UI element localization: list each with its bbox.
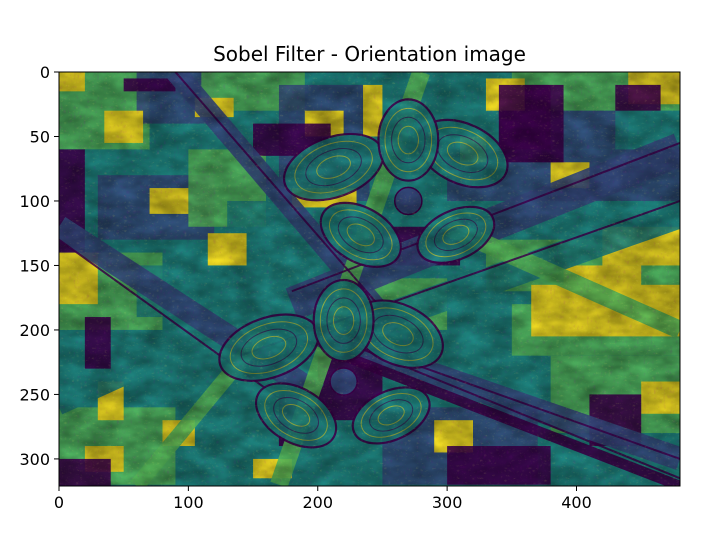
y-tick-label: 300: [19, 450, 50, 469]
orientation-image: [59, 72, 680, 486]
chart-title: Sobel Filter - Orientation image: [213, 42, 526, 66]
texture-grain-dark: [59, 72, 680, 486]
x-tick-label: 200: [302, 493, 333, 512]
y-tick-label: 100: [19, 192, 50, 211]
x-tick-label: 100: [173, 493, 204, 512]
axes-frame: [58, 71, 681, 487]
y-tick-label: 250: [19, 385, 50, 404]
y-tick-label: 200: [19, 321, 50, 340]
x-tick-label: 400: [561, 493, 592, 512]
x-tick-label: 0: [54, 493, 64, 512]
x-axis: 0 100 200 300 400: [54, 486, 592, 512]
y-tick-label: 150: [19, 256, 50, 275]
y-tick-label: 0: [40, 63, 50, 82]
y-tick-label: 50: [30, 127, 50, 146]
x-tick-label: 300: [432, 493, 463, 512]
y-axis: 0 50 100 150 200 250 300: [19, 63, 59, 469]
